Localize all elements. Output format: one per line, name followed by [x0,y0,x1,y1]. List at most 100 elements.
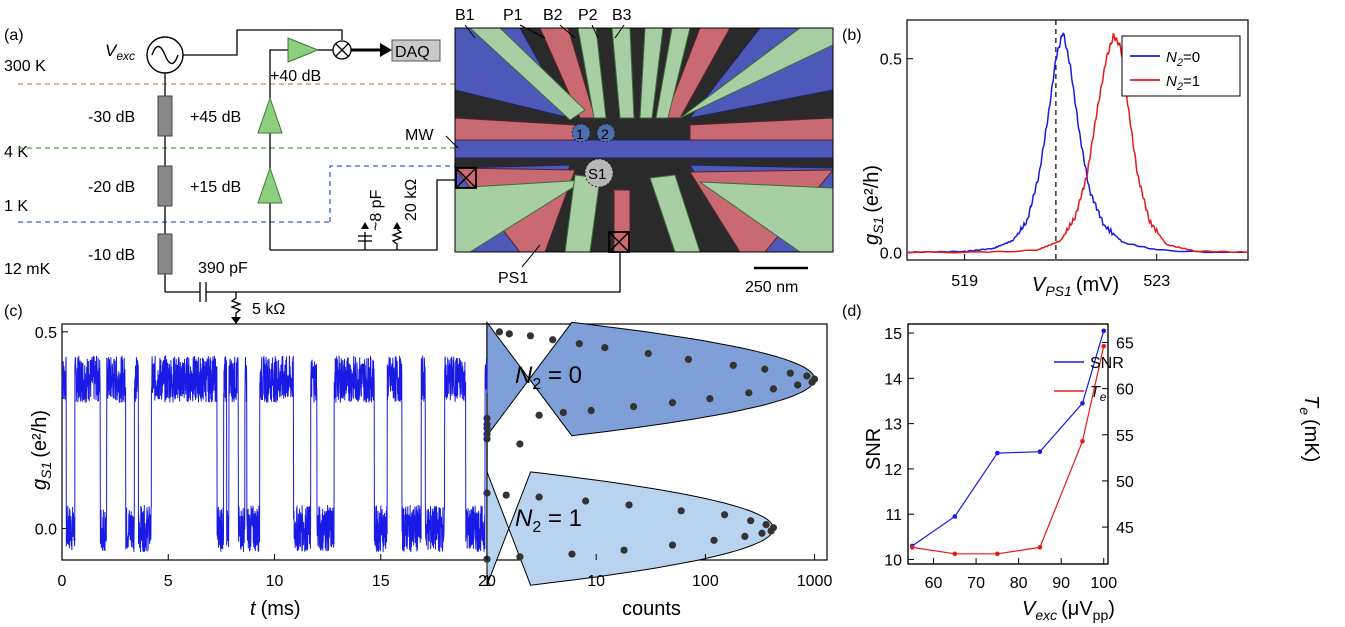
gate-b2-pointer [559,24,576,39]
panel-d-xtick-label: 100 [1090,575,1117,592]
panel-b: (b) 519 523 0.0 0.5 N2=0 N2=1 VPS1 (mV) gS1(… [842,19,1249,299]
panel-d-y2tick-label: 45 [1116,520,1134,537]
attenuator-30db-label: -30 dB [88,109,135,126]
panel-c-xlabel: t (ms) [250,598,301,620]
panel-d-ylabel: SNR [863,428,885,470]
series-n2-0-line [906,32,1249,254]
attenuator-30db [157,95,173,137]
panel-d-ytick-label: 12 [884,462,902,479]
series-n2-1-line [906,33,1249,254]
resistor-20k-label: 20 kΩ [403,179,420,221]
histogram-point [601,344,609,352]
histogram-point [668,399,677,407]
panel-d-ytick-label: 13 [884,417,902,434]
histogram-point [535,493,543,501]
series-te-line [912,346,1105,555]
histogram-point [710,536,718,544]
panel-d-xtick-label: 90 [1052,575,1070,592]
attenuator-20db-label: -20 dB [88,179,135,196]
series-0-point [952,514,958,519]
panel-c-xtick-label: 5 [164,573,173,590]
sem-micrograph: 1 2 S1 B1 P1 B2 P2 B3 MW PS1 250 nm [405,7,834,296]
attenuator-10db-label: -10 dB [88,247,135,264]
panel-d-xlabel: Vexc (μVpp) [1022,598,1115,623]
histogram-point [516,440,524,448]
series-1-point [1080,438,1085,444]
series-1-point [995,551,1000,557]
panel-c-ylabel: gS1(e²/h) [29,410,54,490]
temp-1k-label: 1 K [4,198,28,215]
histogram-point [505,330,513,338]
histogram-point [535,411,543,419]
panel-d-xtick-label: 70 [967,575,985,592]
amplifier-45db-label: +45 dB [190,109,241,126]
histogram-point [762,521,770,529]
histogram-point [808,378,816,386]
attenuator-20db [157,165,173,207]
panel-b-legend [1121,35,1241,97]
mw-port-cross-icon [455,167,477,189]
histogram-point [483,435,491,443]
panel-b-xtick-label: 523 [1143,273,1170,290]
panel-c-ytick-label: 0.5 [35,325,57,342]
legend-n2-1-label: N2=1 [1166,73,1200,93]
histogram-point [559,408,567,417]
bias-wire-2 [206,252,621,293]
panel-d-y2tick-label: 60 [1116,382,1134,399]
amplifier-40db-icon [287,37,320,63]
legend-n2-0-label: N2=0 [1166,49,1200,69]
panel-a-circuit: (a) 300 K 4 K 1 K 12 mK Vexc -30 dB -20 … [4,27,621,324]
histogram-point [684,355,693,363]
dot-2-marker [596,123,616,143]
panel-d-ytick-label: 14 [884,371,902,388]
amplifier-15db-icon [257,166,283,204]
panel-d-ytick-label: 11 [885,507,902,524]
series-snr-line [911,330,1105,547]
histogram-point [620,546,628,554]
temp-300k-label: 300 K [4,58,46,75]
series-1-point [952,551,958,557]
histogram-point [502,491,510,499]
histogram-point [629,403,638,411]
histogram-point [526,332,535,340]
readout-wire [270,179,455,251]
panel-b-xlabel: VPS1 (mV) [1032,274,1119,299]
histogram-point [761,365,769,373]
res-20k-arrow-icon [393,222,401,229]
panel-b-ylabel: gS1(e²/h) [861,165,886,245]
histogram-point [644,349,652,358]
series-1-point [1037,545,1043,550]
legend-snr-label: SNR [1090,355,1124,372]
panel-d-xtick-label: 80 [1010,575,1028,592]
panel-b-ytick-label: 0.0 [880,245,902,262]
histogram-point [786,369,794,377]
panel-c-right-xlabel: counts [622,598,681,620]
panel-d-y2tick-label: 50 [1116,474,1134,491]
series-0-point [1080,400,1085,406]
histogram-point [568,550,576,558]
mw-pointer [445,135,459,149]
gate-b1-pointer [464,24,476,39]
histogram-point [745,389,753,397]
panel-d-y2tick-label: 55 [1116,428,1134,445]
vexc-label: Vexc [105,41,135,63]
reference-wire [183,29,343,56]
dot-s1-marker [584,158,614,188]
histogram-point [803,372,811,380]
histogram-point [516,553,524,561]
panel-a-label: (a) [4,27,24,44]
histogram-point [582,497,590,505]
panel-c-xtick-label: 20 [478,573,496,590]
histogram-point [677,507,685,515]
histogram-point [769,385,778,393]
gate-p1-pointer [519,24,546,39]
ps1-pointer [521,244,541,268]
cap-8pf-arrow-icon [361,222,369,229]
gate-p1-label: P1 [503,7,523,24]
histogram-point [625,501,633,509]
panel-c-ytick-label: 0.0 [35,522,57,539]
gate-p2-label: P2 [578,7,598,24]
attenuator-10db [157,233,173,275]
histogram-point [794,381,802,389]
